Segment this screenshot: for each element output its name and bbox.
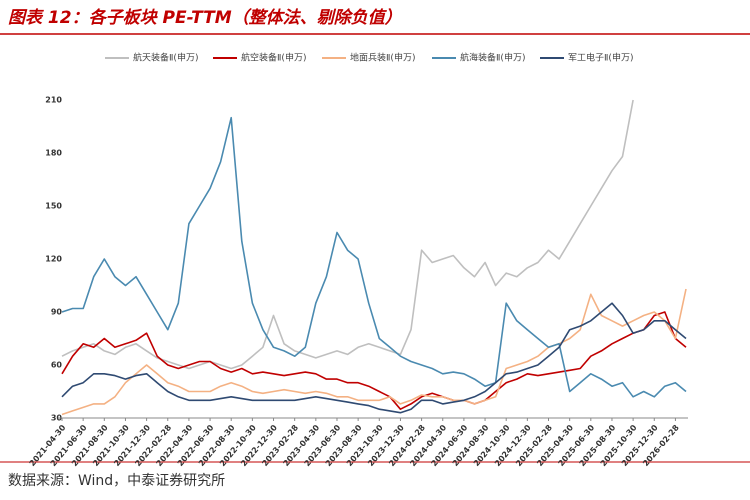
legend-label: 地面兵装Ⅱ(申万)	[350, 52, 415, 64]
series-line	[61, 302, 687, 414]
y-tick-label: 120	[45, 255, 62, 264]
y-tick-label: 210	[45, 96, 62, 105]
legend-label: 航空装备Ⅱ(申万)	[241, 52, 306, 64]
y-tick-label: 60	[51, 361, 63, 370]
series-line	[61, 311, 687, 410]
series-line	[61, 288, 687, 416]
chart-title: 图表 12：各子板块 PE-TTM（整体法、剔除负值）	[8, 8, 402, 28]
series-line	[61, 99, 634, 370]
y-tick-label: 90	[51, 308, 63, 317]
y-tick-label: 30	[51, 414, 63, 423]
legend-label: 航海装备Ⅱ(申万)	[460, 52, 525, 64]
y-tick-label: 180	[45, 149, 62, 158]
legend-label: 军工电子Ⅱ(申万)	[568, 52, 633, 64]
source: 数据来源：Wind，中泰证券研究所	[8, 473, 225, 489]
legend-label: 航天装备Ⅱ(申万)	[133, 52, 198, 64]
y-tick-label: 150	[45, 202, 62, 211]
series-line	[61, 116, 687, 398]
